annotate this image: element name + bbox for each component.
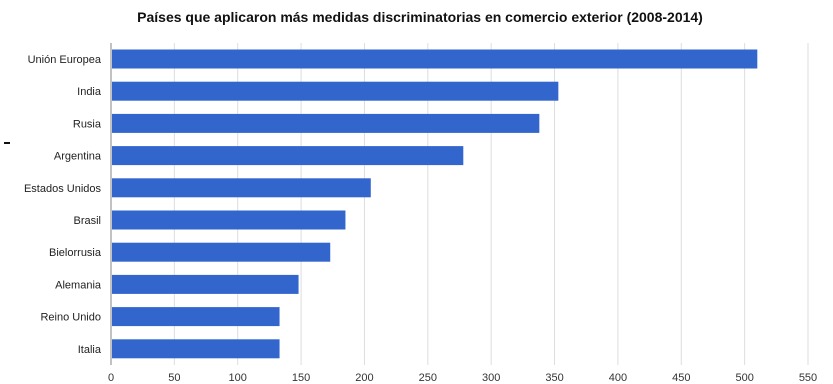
x-axis-tick-labels: 0 50 100 150 200 250 300 350 400 450 500 550 xyxy=(108,372,817,384)
category-label: Estados Unidos xyxy=(24,183,102,195)
x-tick-label: 500 xyxy=(735,372,753,384)
category-label: Reino Unido xyxy=(40,312,101,324)
x-tick-label: 450 xyxy=(672,372,690,384)
category-labels: Unión Europea India Rusia Argentina Estados … xyxy=(24,54,102,356)
x-tick-label: 550 xyxy=(799,372,817,384)
chart-title: Países que aplicaron más medidas discrim… xyxy=(137,9,703,25)
stray-dash-mark xyxy=(4,142,10,144)
x-tick-label: 200 xyxy=(355,372,373,384)
x-tick-label: 0 xyxy=(108,372,114,384)
bar xyxy=(112,210,346,230)
category-label: Rusia xyxy=(73,118,102,130)
bar xyxy=(112,113,540,133)
x-tick-label: 150 xyxy=(292,372,310,384)
bar xyxy=(112,49,758,69)
bar xyxy=(112,242,331,262)
category-label: Bielorrusia xyxy=(49,247,102,259)
x-tick-label: 50 xyxy=(168,372,180,384)
category-label: Italia xyxy=(78,344,102,356)
x-tick-label: 300 xyxy=(482,372,500,384)
x-tick-label: 350 xyxy=(545,372,563,384)
x-tick-label: 250 xyxy=(419,372,437,384)
bars xyxy=(112,49,758,359)
x-tick-label: 400 xyxy=(609,372,627,384)
bar xyxy=(112,339,280,359)
x-tick-label: 100 xyxy=(229,372,247,384)
bar xyxy=(112,81,559,101)
category-label: India xyxy=(77,86,102,98)
category-label: Alemania xyxy=(55,279,102,291)
bar xyxy=(112,178,371,198)
category-label: Argentina xyxy=(54,151,102,163)
bar xyxy=(112,146,464,166)
category-label: Unión Europea xyxy=(28,54,102,66)
bar xyxy=(112,307,280,327)
category-label: Brasil xyxy=(73,215,101,227)
bar xyxy=(112,274,299,294)
